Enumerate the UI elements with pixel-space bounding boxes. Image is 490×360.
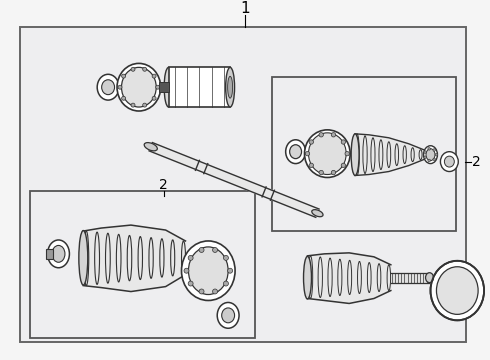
- Ellipse shape: [444, 156, 454, 167]
- Circle shape: [122, 96, 125, 100]
- Circle shape: [319, 132, 323, 137]
- Ellipse shape: [431, 261, 484, 320]
- Circle shape: [428, 159, 431, 162]
- Circle shape: [331, 132, 336, 137]
- Ellipse shape: [164, 67, 173, 107]
- Bar: [272, 77, 456, 231]
- Circle shape: [152, 74, 156, 78]
- Circle shape: [199, 289, 204, 294]
- Ellipse shape: [304, 130, 350, 177]
- Ellipse shape: [441, 152, 458, 171]
- Text: 2: 2: [472, 154, 481, 168]
- Polygon shape: [83, 225, 186, 292]
- Ellipse shape: [217, 302, 239, 328]
- Polygon shape: [149, 143, 319, 217]
- Circle shape: [433, 149, 436, 151]
- Polygon shape: [308, 253, 391, 303]
- Ellipse shape: [226, 67, 235, 107]
- Circle shape: [435, 153, 438, 156]
- Circle shape: [345, 152, 349, 156]
- Ellipse shape: [79, 230, 88, 285]
- Circle shape: [131, 67, 135, 71]
- Circle shape: [156, 85, 160, 89]
- Bar: [46, 249, 52, 259]
- Ellipse shape: [228, 76, 233, 98]
- Circle shape: [143, 103, 147, 107]
- Ellipse shape: [312, 210, 323, 217]
- Ellipse shape: [309, 133, 346, 175]
- Ellipse shape: [52, 246, 65, 262]
- Ellipse shape: [101, 80, 115, 95]
- Circle shape: [228, 268, 233, 273]
- Circle shape: [152, 96, 156, 100]
- Ellipse shape: [189, 247, 228, 294]
- Polygon shape: [355, 134, 423, 175]
- Bar: [169, 67, 230, 107]
- Circle shape: [319, 170, 323, 175]
- Circle shape: [223, 281, 228, 286]
- Circle shape: [424, 156, 426, 158]
- Ellipse shape: [221, 308, 235, 323]
- Ellipse shape: [290, 145, 301, 159]
- Bar: [20, 27, 466, 342]
- Ellipse shape: [144, 143, 157, 151]
- Ellipse shape: [437, 267, 478, 314]
- Circle shape: [213, 289, 218, 294]
- Bar: [159, 82, 169, 92]
- Circle shape: [309, 163, 314, 167]
- Circle shape: [309, 140, 314, 144]
- Circle shape: [305, 152, 310, 156]
- Ellipse shape: [48, 240, 70, 268]
- Bar: [30, 192, 255, 338]
- Circle shape: [424, 151, 426, 153]
- Circle shape: [184, 268, 189, 273]
- Ellipse shape: [425, 273, 434, 283]
- Ellipse shape: [97, 74, 119, 100]
- Polygon shape: [391, 273, 429, 283]
- Circle shape: [131, 103, 135, 107]
- Ellipse shape: [117, 63, 161, 111]
- Ellipse shape: [286, 140, 305, 163]
- Circle shape: [122, 74, 125, 78]
- Ellipse shape: [122, 67, 156, 107]
- Circle shape: [213, 247, 218, 252]
- Circle shape: [188, 281, 193, 286]
- Text: 2: 2: [159, 179, 168, 192]
- Ellipse shape: [423, 146, 438, 163]
- Circle shape: [223, 255, 228, 260]
- Ellipse shape: [351, 134, 359, 175]
- Circle shape: [433, 158, 436, 161]
- Circle shape: [188, 255, 193, 260]
- Circle shape: [199, 247, 204, 252]
- Ellipse shape: [303, 256, 312, 299]
- Ellipse shape: [181, 241, 235, 301]
- Circle shape: [428, 148, 431, 150]
- Circle shape: [341, 163, 345, 167]
- Text: 1: 1: [240, 1, 250, 16]
- Circle shape: [341, 140, 345, 144]
- Circle shape: [118, 85, 122, 89]
- Circle shape: [331, 170, 336, 175]
- Circle shape: [143, 67, 147, 71]
- Ellipse shape: [426, 149, 435, 161]
